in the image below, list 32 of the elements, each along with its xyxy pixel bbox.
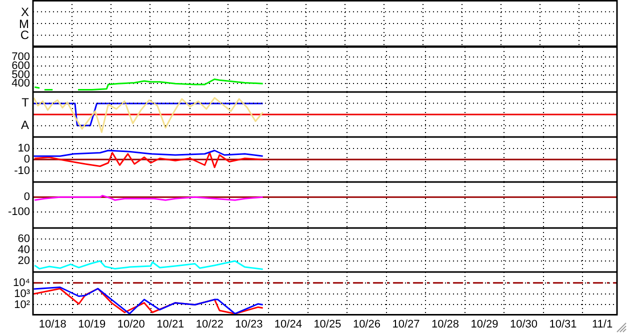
x-tick-label: 10/26 [352,318,380,330]
x-tick-label: 10/23 [235,318,263,330]
text: T [22,96,30,110]
x-tick-label: 10/19 [78,318,106,330]
y-tick-label: 40 [18,244,30,256]
x-tick-label: 10/24 [274,318,302,330]
y-tick-label: 10⁴ [13,276,30,289]
y-tick-label: 10 [18,142,30,154]
x-tick-label: 10/28 [431,318,459,330]
x-tick-label: 10/30 [510,318,538,330]
x-tick-label: 10/21 [156,318,184,330]
y-tick-label: 20 [18,255,30,268]
x-tick-label: 10/22 [196,318,224,330]
x-tick-label: 10/25 [314,318,342,330]
x-tick-label: 10/20 [117,318,145,330]
text: X [20,4,29,19]
y-tick-label: 60 [18,233,30,246]
x-tick-label: 10/27 [392,318,420,330]
text: M [19,16,29,30]
x-tick-label: 11/1 [592,318,613,330]
y-tick-label: -100 [8,206,30,218]
text: A [20,118,29,132]
y-tick-label: 0 [24,191,30,204]
x-tick-label: 10/18 [38,318,66,330]
text: C [20,28,29,42]
y-tick-label: 400 [12,78,30,90]
x-tick-label: 10/29 [470,318,498,330]
y-tick-label: 10³ [14,288,30,300]
x-tick-label: 10/31 [549,318,577,330]
y-tick-label: -10 [14,164,30,177]
y-tick-label: 10² [14,298,30,311]
y-tick-label: 0 [24,154,30,166]
